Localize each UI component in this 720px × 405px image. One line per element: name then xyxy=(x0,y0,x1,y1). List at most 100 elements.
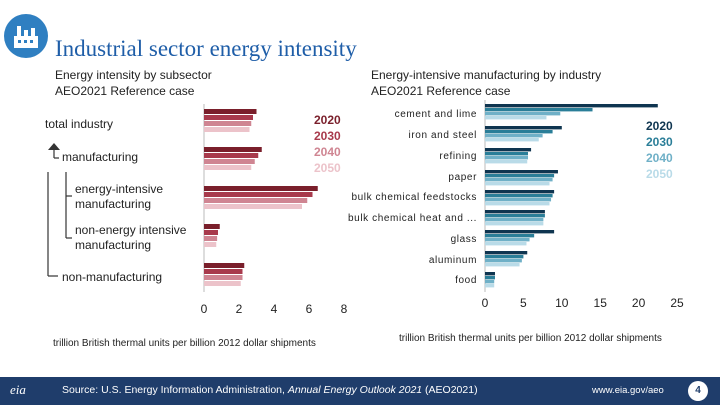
left-category-label-4: non-manufacturing xyxy=(62,270,162,284)
right-x-tick-20: 20 xyxy=(632,296,646,310)
right-bar-2020-3 xyxy=(485,170,558,174)
left-x-axis-label: trillion British thermal units per billi… xyxy=(53,338,316,349)
right-category-label-6: glass xyxy=(451,234,477,245)
right-x-tick-10: 10 xyxy=(555,296,569,310)
right-chart-subtitle: Energy-intensive manufacturing by indust… xyxy=(371,67,601,99)
eia-logo: eia xyxy=(10,382,26,397)
right-bar-2030-7 xyxy=(485,255,524,259)
right-bar-2040-3 xyxy=(485,178,553,182)
slide-title: Industrial sector energy intensity xyxy=(55,36,357,61)
left-subtitle-line-2: AEO2021 Reference case xyxy=(55,84,195,98)
right-bar-2020-2 xyxy=(485,148,532,152)
left-bar-2030-4 xyxy=(204,269,243,274)
left-bar-2030-3 xyxy=(204,230,218,235)
eia-industry-logo xyxy=(4,14,48,58)
left-x-tick-6: 6 xyxy=(306,302,313,316)
right-x-axis-label: trillion British thermal units per billi… xyxy=(399,333,662,344)
left-bar-2040-4 xyxy=(204,275,243,280)
right-bar-2020-7 xyxy=(485,251,528,255)
right-bar-2050-6 xyxy=(485,242,527,246)
right-bar-2030-2 xyxy=(485,152,529,156)
left-x-tick-8: 8 xyxy=(341,302,348,316)
right-bar-2040-2 xyxy=(485,156,529,160)
left-category-label-3: manufacturing xyxy=(75,238,151,252)
left-bar-2030-2 xyxy=(204,192,313,197)
left-bar-2030-1 xyxy=(204,153,259,158)
left-bar-2050-3 xyxy=(204,242,217,247)
right-bar-2040-7 xyxy=(485,259,522,263)
source-title: Annual Energy Outlook 2021 xyxy=(287,384,423,396)
right-x-tick-15: 15 xyxy=(594,296,608,310)
right-category-label-3: paper xyxy=(448,172,477,183)
left-bar-2050-4 xyxy=(204,281,241,286)
source-citation: Source: U.S. Energy Information Administ… xyxy=(62,384,478,396)
right-bar-2020-8 xyxy=(485,272,495,276)
right-category-label-8: food xyxy=(455,275,477,286)
right-bar-2050-0 xyxy=(485,116,547,120)
left-bar-2050-1 xyxy=(204,165,252,170)
left-legend-2040: 2040 xyxy=(314,145,341,159)
left-category-label-3: non-energy intensive xyxy=(75,223,187,237)
right-x-tick-5: 5 xyxy=(520,296,527,310)
left-bar-2020-4 xyxy=(204,263,245,268)
left-bar-2050-0 xyxy=(204,127,250,132)
factory-icon xyxy=(14,26,38,48)
left-subtitle-line-1: Energy intensity by subsector xyxy=(55,68,212,82)
right-x-tick-0: 0 xyxy=(482,296,489,310)
right-bar-2040-1 xyxy=(485,134,543,138)
right-category-label-0: cement and lime xyxy=(395,109,477,120)
right-category-label-1: iron and steel xyxy=(409,130,477,141)
right-category-label-2: refining xyxy=(439,151,477,162)
left-bar-2020-0 xyxy=(204,109,257,114)
left-bar-2040-0 xyxy=(204,121,252,126)
right-bar-2030-5 xyxy=(485,214,545,218)
left-bar-2040-3 xyxy=(204,236,218,241)
left-legend-2030: 2030 xyxy=(314,129,341,143)
right-bar-2030-8 xyxy=(485,276,495,280)
right-bar-2050-4 xyxy=(485,202,550,206)
left-bar-2020-2 xyxy=(204,186,318,191)
left-bar-2050-2 xyxy=(204,204,302,209)
right-bar-2020-5 xyxy=(485,210,545,214)
left-bar-2040-1 xyxy=(204,159,255,164)
left-chart-subtitle: Energy intensity by subsector AEO2021 Re… xyxy=(55,67,212,99)
right-bar-2030-1 xyxy=(485,130,553,134)
right-bar-2040-6 xyxy=(485,238,530,242)
left-x-tick-0: 0 xyxy=(201,302,208,316)
right-x-tick-25: 25 xyxy=(670,296,684,310)
footer-bar: eia Source: U.S. Energy Information Admi… xyxy=(0,377,720,405)
left-bar-2020-1 xyxy=(204,147,262,152)
source-prefix: Source: U.S. Energy Information Administ… xyxy=(62,384,288,396)
left-bar-2040-2 xyxy=(204,198,308,203)
right-bar-2050-7 xyxy=(485,263,520,267)
right-legend-2020: 2020 xyxy=(646,119,673,133)
right-bar-2050-2 xyxy=(485,160,528,164)
right-legend-2030: 2030 xyxy=(646,135,673,149)
left-category-label-0: total industry xyxy=(45,117,113,131)
right-bar-2020-4 xyxy=(485,190,555,194)
right-bar-2030-4 xyxy=(485,194,553,198)
left-bar-2030-0 xyxy=(204,115,253,120)
left-category-label-2: manufacturing xyxy=(75,197,151,211)
right-bar-2040-4 xyxy=(485,198,552,202)
right-bar-2030-6 xyxy=(485,234,535,238)
right-bar-2020-1 xyxy=(485,126,562,130)
right-bar-2020-0 xyxy=(485,104,658,108)
footer-url[interactable]: www.eia.gov/aeo xyxy=(592,385,664,396)
right-category-label-4: bulk chemical feedstocks xyxy=(351,192,477,203)
left-bar-2020-3 xyxy=(204,224,220,229)
left-category-label-2: energy-intensive xyxy=(75,182,163,196)
right-bar-2040-0 xyxy=(485,112,561,116)
left-legend-2050: 2050 xyxy=(314,161,341,175)
left-category-label-1: manufacturing xyxy=(62,150,138,164)
right-bar-2040-8 xyxy=(485,280,495,284)
right-category-label-5: bulk chemical heat and ... xyxy=(348,213,477,224)
right-bar-2050-1 xyxy=(485,138,539,142)
right-bar-2030-0 xyxy=(485,108,593,112)
right-bar-2020-6 xyxy=(485,230,555,234)
right-category-label-7: aluminum xyxy=(429,255,477,266)
hierarchy-arrow-head xyxy=(48,143,60,150)
right-legend-2050: 2050 xyxy=(646,167,673,181)
right-bar-2040-5 xyxy=(485,218,544,222)
